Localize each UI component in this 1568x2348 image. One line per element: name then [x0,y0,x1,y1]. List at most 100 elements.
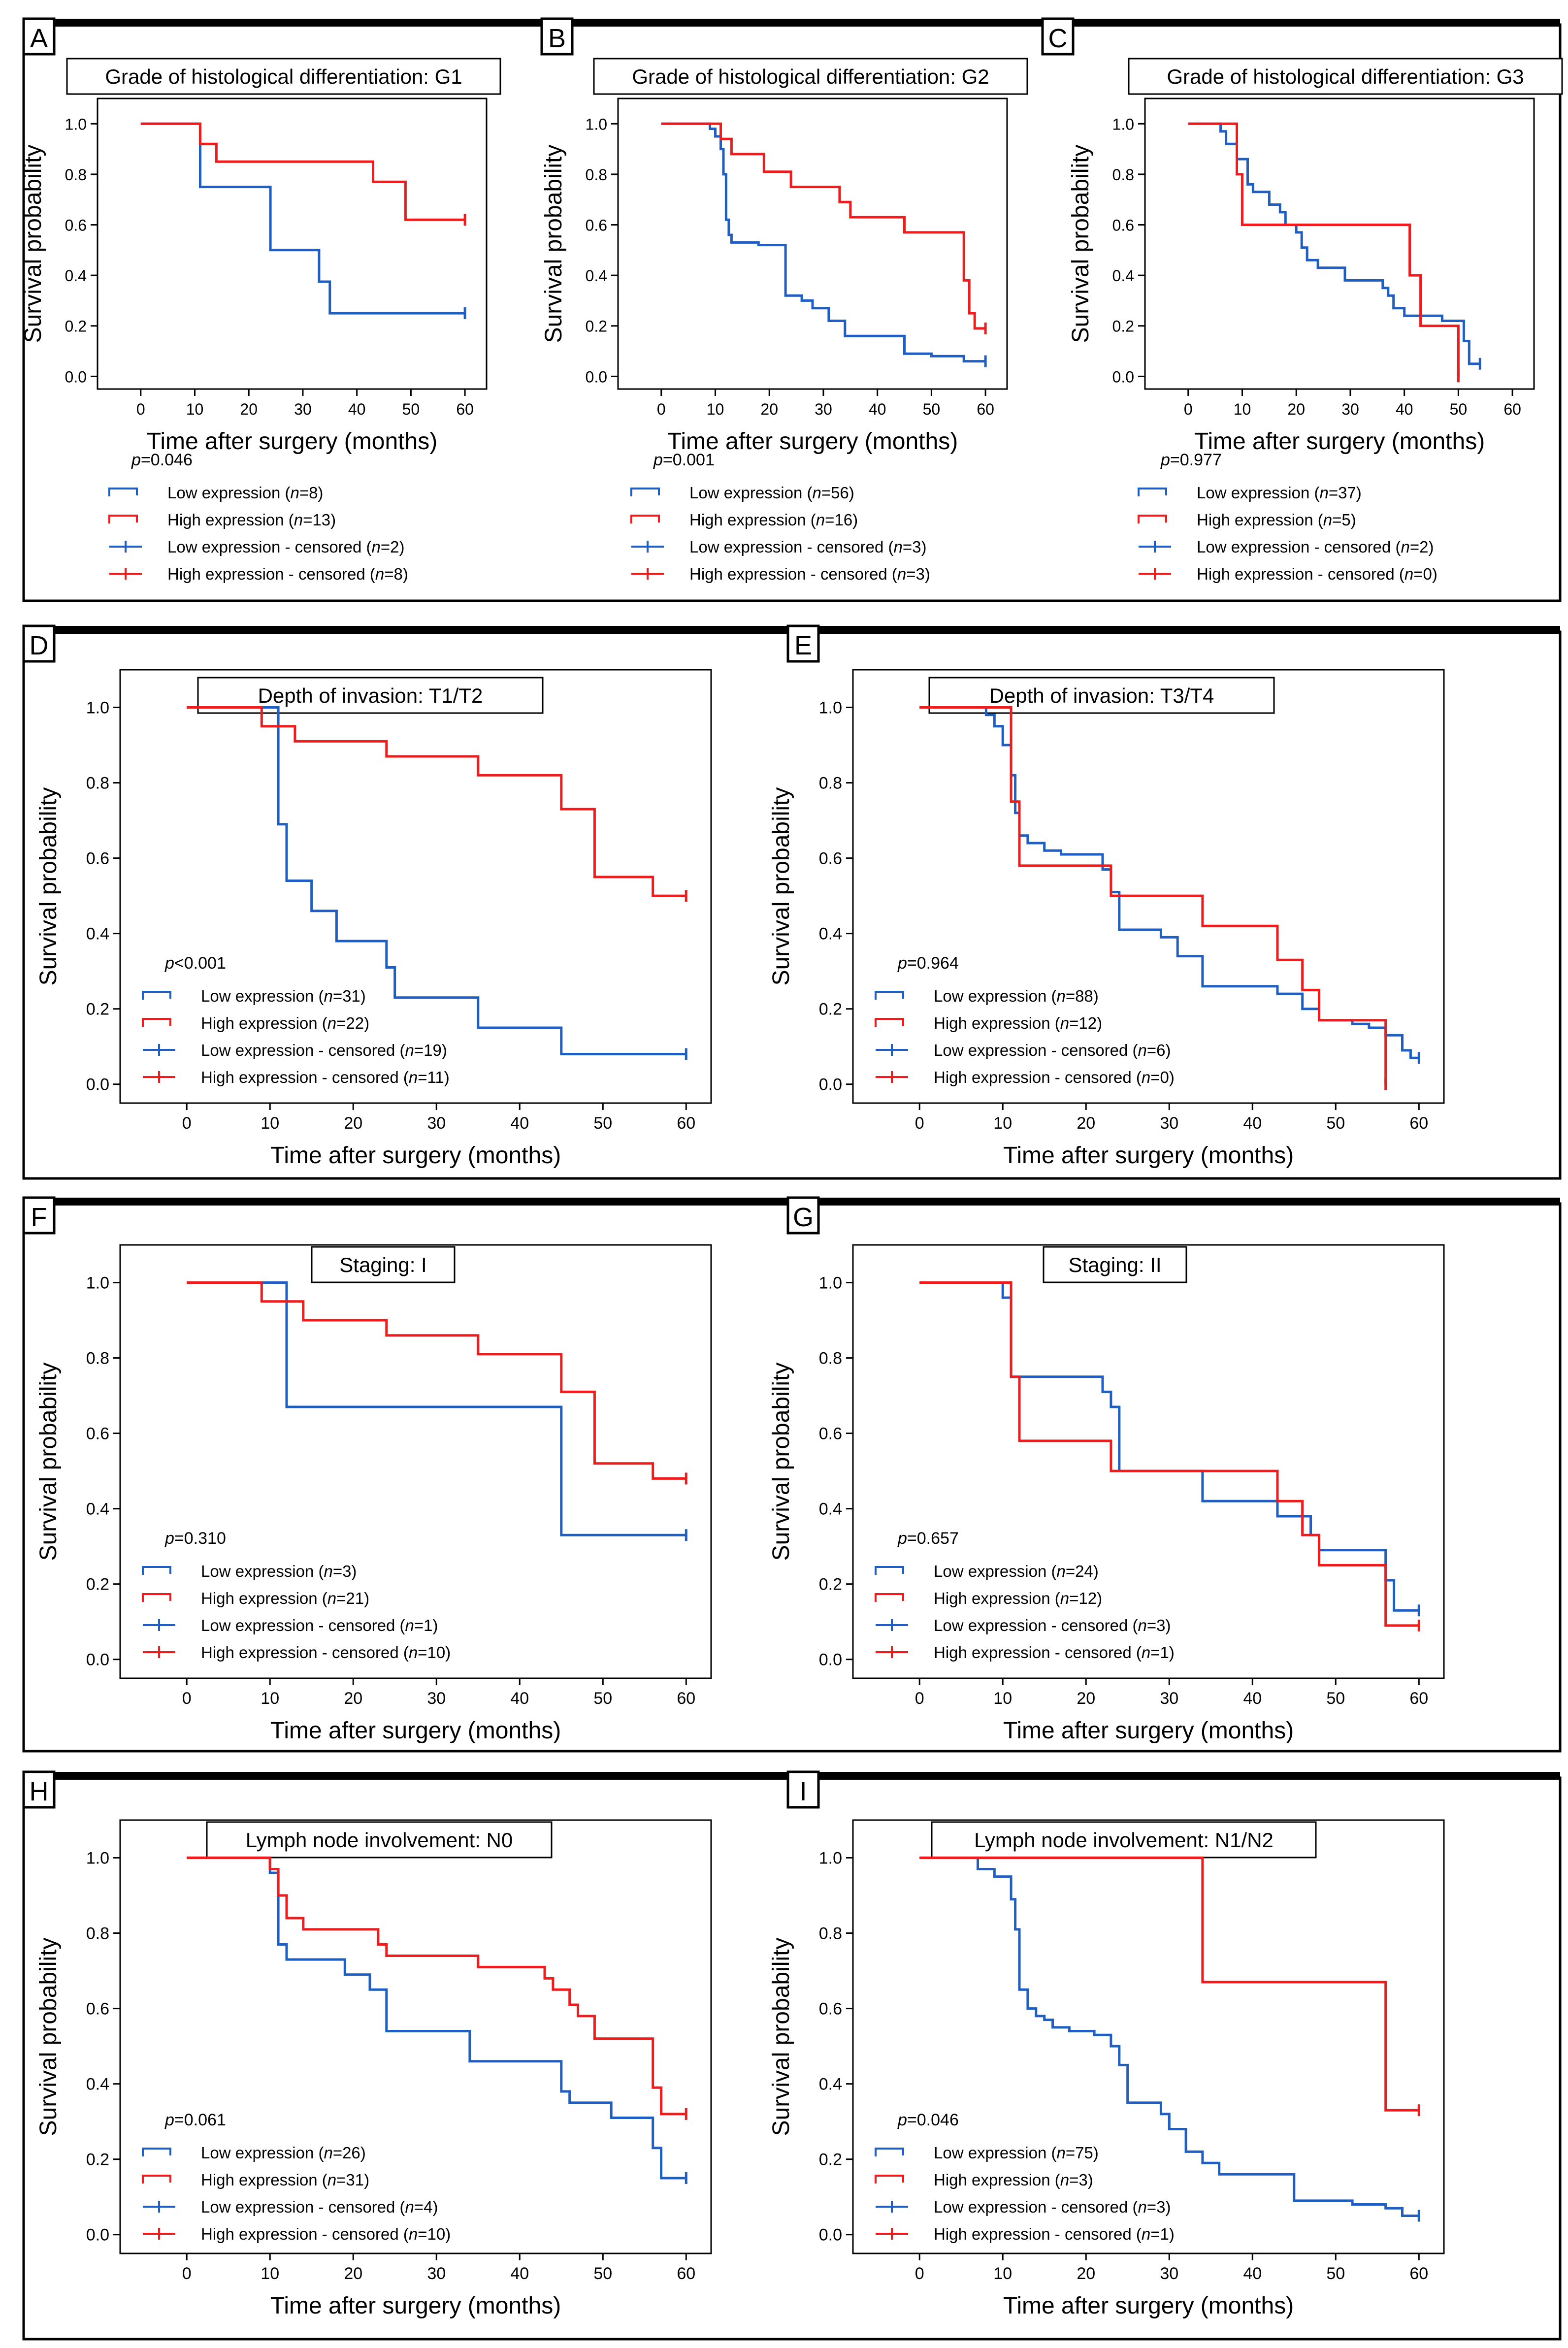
y-tick-label: 0.2 [86,1575,109,1594]
p-value: p=0.001 [653,451,715,469]
x-tick-label: 50 [593,1689,612,1708]
panel-g: G Staging: II 0 10 20 30 40 50 60 0.0 0.2 0.4 0.6 0.8… [768,1196,1445,1744]
y-tick-label: 0.2 [819,1575,842,1594]
legend-item-label: Low expression - censored (n=2) [167,538,405,556]
x-tick-label: 50 [1450,400,1468,418]
x-tick-label: 0 [136,400,145,418]
y-tick-label: 1.0 [819,1274,842,1293]
legend-item-label: High expression (n=13) [167,511,336,529]
panel-d: D Depth of invasion: T1/T2 0 10 20 30 40 50 60 0.… [22,624,712,1169]
plot-title: Lymph node involvement: N1/N2 [974,1828,1274,1852]
low-expression-line [187,1281,686,1536]
p-value: p=0.964 [897,954,959,973]
x-tick-label: 30 [1160,1689,1178,1708]
x-tick-label: 60 [677,1689,695,1708]
x-tick-label: 0 [182,1114,192,1133]
panel-letter-box [540,17,574,56]
legend-item-label: High expression (n=12) [934,1014,1102,1032]
x-tick-label: 30 [294,400,312,418]
legend-item-label: High expression (n=5) [1197,511,1356,529]
y-axis-label: Survival probability [35,1938,62,2136]
x-tick-label: 20 [1077,2264,1095,2283]
plot-frame [617,98,1008,390]
panels: A Grade of histological differentiation: … [20,17,1563,2319]
x-tick-label: 10 [261,1689,279,1708]
y-tick-label: 0.6 [1112,217,1134,234]
panel-letter-box [1041,17,1075,56]
legend-item-label: High expression - censored (n=1) [934,2225,1175,2243]
legend-item-label: Low expression - censored (n=3) [934,2198,1171,2216]
y-axis-label: Survival probability [541,145,567,343]
legend-step-symbol [142,1593,171,1602]
y-tick-label: 0.4 [819,1500,842,1519]
x-tick-label: 20 [1287,400,1305,418]
high-expression-line [140,122,465,221]
y-tick-label: 0.8 [586,166,607,184]
x-tick-label: 60 [1409,2264,1428,2283]
x-tick-label: 50 [923,400,941,418]
y-tick-label: 0.2 [819,1000,842,1019]
legend-item-label: High expression (n=31) [201,2171,369,2189]
x-tick-label: 0 [915,2264,924,2283]
y-tick-label: 0.6 [86,1425,109,1443]
legend-item-label: Low expression - censored (n=3) [934,1616,1171,1634]
title-box [593,58,1028,95]
x-tick-label: 20 [344,2264,362,2283]
high-expression-line [919,1281,1419,1627]
legend-item-label: Low expression - censored (n=2) [1197,538,1434,556]
legend-item-label: Low expression (n=31) [201,987,366,1005]
x-tick-label: 10 [707,400,724,418]
low-expression-line [919,1857,1419,2217]
y-tick-label: 0.0 [819,2226,842,2245]
y-tick-label: 0.8 [86,774,109,793]
panel-letter-box [786,1770,820,1809]
x-tick-label: 0 [657,400,666,418]
x-tick-label: 0 [1184,400,1193,418]
legend-item-label: Low expression (n=24) [934,1562,1099,1580]
y-tick-label: 1.0 [586,115,607,133]
panel-letter-box [22,1770,56,1809]
y-tick-label: 0.8 [1112,166,1134,184]
x-tick-label: 60 [977,400,994,418]
plot-title: Grade of histological differentiation: G… [105,65,462,88]
x-axis-label: Time after surgery (months) [270,1142,561,1169]
x-tick-label: 40 [510,1689,529,1708]
y-tick-label: 1.0 [86,699,109,717]
p-value: p=0.061 [164,2111,226,2129]
x-tick-label: 60 [1409,1114,1428,1133]
x-tick-label: 30 [1160,2264,1178,2283]
plot-frame [119,1819,712,2254]
x-tick-label: 0 [182,2264,192,2283]
y-tick-label: 0.4 [86,925,109,944]
row-top-bar-1 [24,19,1560,27]
y-tick-label: 0.6 [86,849,109,868]
x-tick-label: 40 [1243,2264,1262,2283]
x-tick-label: 40 [1396,400,1413,418]
y-tick-label: 0.0 [86,1076,109,1094]
x-tick-label: 20 [1077,1689,1095,1708]
plot-title: Lymph node involvement: N0 [246,1828,513,1852]
legend-step-symbol [142,1018,171,1027]
y-tick-label: 1.0 [86,1849,109,1868]
y-tick-label: 0.2 [65,318,87,335]
plot-title: Depth of invasion: T1/T2 [258,684,483,707]
title-box [1128,58,1563,95]
panel-f: F Staging: I 0 10 20 30 40 50 60 0.0 0.2 0.4 0.6 0.8 1… [22,1196,712,1744]
title-box [66,58,501,95]
panel-i: I Lymph node involvement: N1/N2 0 10 20 30 40 5… [768,1770,1445,2319]
legend-step-symbol [630,488,660,496]
y-tick-label: 0.8 [65,166,87,184]
x-tick-label: 10 [261,2264,279,2283]
x-tick-label: 40 [510,1114,529,1133]
y-tick-label: 0.6 [586,217,607,234]
y-tick-label: 0.4 [819,2075,842,2094]
x-tick-label: 10 [993,1114,1012,1133]
high-expression-line [187,1281,686,1480]
legend-step-symbol [875,2175,904,2184]
low-expression-line [1188,122,1480,365]
x-tick-label: 30 [1341,400,1359,418]
panel-letter: E [794,631,812,660]
y-tick-label: 0.4 [86,2075,109,2094]
y-tick-label: 0.4 [86,1500,109,1519]
y-tick-label: 0.0 [819,1651,842,1669]
